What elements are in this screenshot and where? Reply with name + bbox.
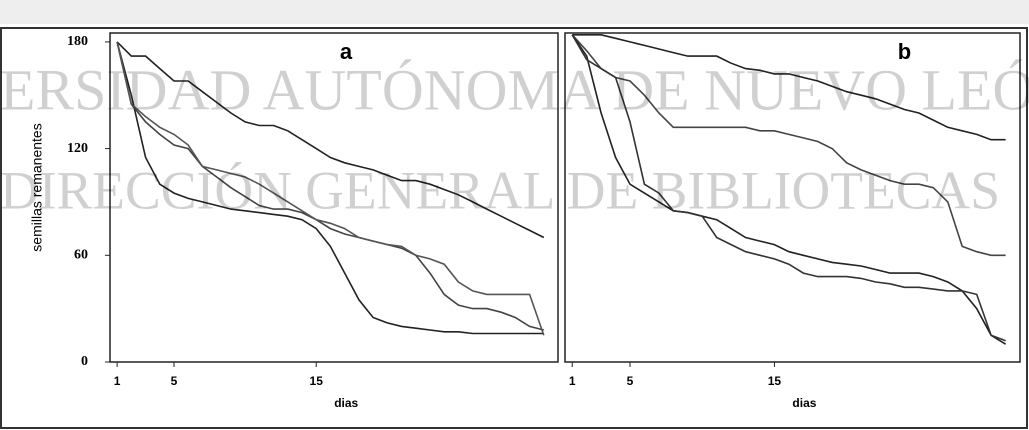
scan-strip [0,0,1029,24]
x-tick-label: 15 [310,374,324,388]
x-tick-label: 15 [768,374,782,388]
watermark: DIRECCIÓN GENERAL DE BIBLIOTECAS [0,160,1000,220]
y-tick-label: 0 [81,354,88,369]
x-tick-label: 5 [171,374,178,388]
plot-frame [564,32,1021,363]
figure-frame [0,27,1028,429]
x-axis-label: dias [334,396,358,410]
panel-label: a [340,39,353,64]
y-tick-label: 60 [74,248,88,263]
plot-frame [109,32,559,363]
x-tick-label: 5 [627,374,634,388]
series-line [571,34,1007,345]
series-line [116,41,544,335]
y-tick-label: 180 [67,34,88,49]
watermark: ERSIDAD AUTÓNOMA DE NUEVO LEÓ [0,57,1029,122]
series-line [571,34,1006,342]
series-line [572,34,1006,141]
y-axis-label: semillas remanentes [29,123,45,251]
series-line [116,41,544,331]
x-axis-label: dias [792,396,816,410]
y-tick-label: 120 [67,141,88,156]
series-line [571,34,1006,257]
x-tick-label: 1 [114,374,121,388]
series-line [116,41,545,239]
series-line [116,41,545,336]
panel-label: b [898,39,911,64]
x-tick-label: 1 [569,374,576,388]
